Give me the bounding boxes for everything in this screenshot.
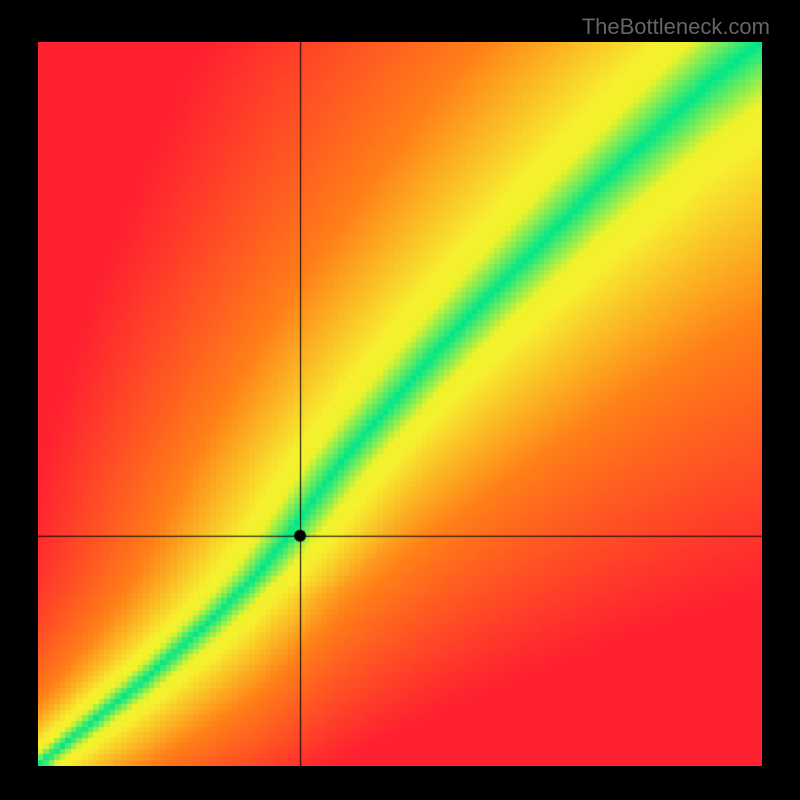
- heatmap-canvas: [38, 42, 762, 766]
- chart-container: TheBottleneck.com: [0, 0, 800, 800]
- watermark-text: TheBottleneck.com: [582, 14, 770, 40]
- plot-area: [38, 42, 762, 766]
